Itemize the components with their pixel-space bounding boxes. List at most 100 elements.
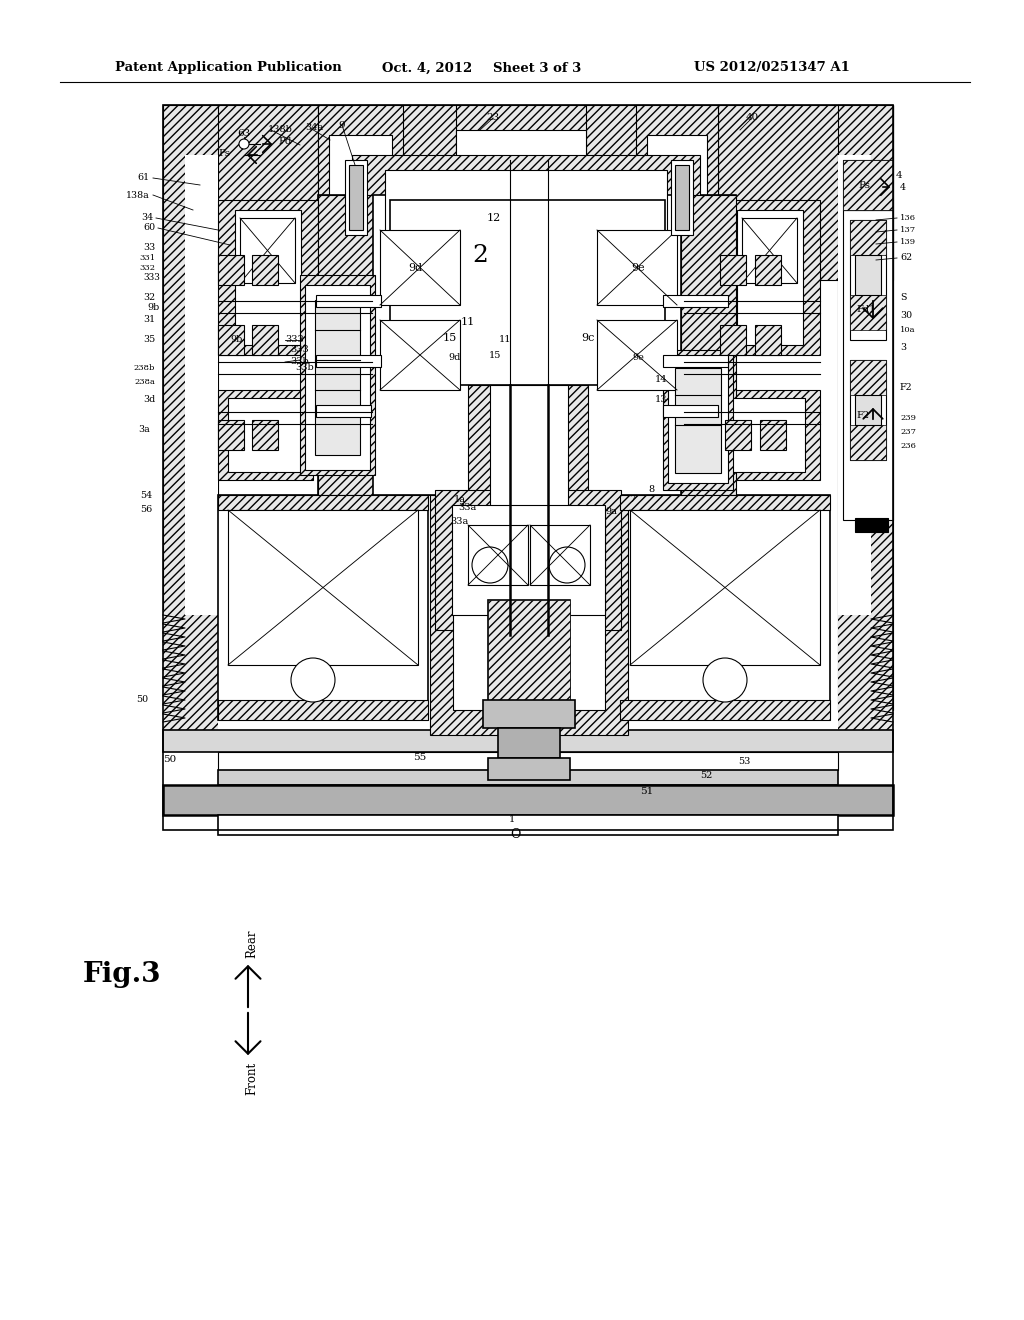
Bar xyxy=(318,195,736,495)
Bar xyxy=(300,275,375,475)
Bar xyxy=(597,319,677,389)
Bar xyxy=(185,154,218,615)
Bar xyxy=(675,368,721,473)
Bar xyxy=(456,129,586,205)
Text: 9d: 9d xyxy=(408,263,422,273)
Bar xyxy=(252,420,278,450)
Text: 3: 3 xyxy=(900,343,906,352)
Circle shape xyxy=(291,657,335,702)
Bar xyxy=(163,610,218,730)
Text: 33: 33 xyxy=(142,243,155,252)
Bar xyxy=(452,506,605,615)
Bar xyxy=(430,495,628,735)
Bar xyxy=(855,517,888,532)
Bar xyxy=(163,106,893,160)
Text: 2: 2 xyxy=(472,243,488,267)
Bar xyxy=(218,389,313,480)
Bar xyxy=(850,360,886,395)
Text: 9e: 9e xyxy=(631,263,645,273)
Bar xyxy=(663,355,728,367)
Bar xyxy=(737,210,803,345)
Bar xyxy=(234,210,301,345)
Bar xyxy=(218,495,428,719)
Text: 236: 236 xyxy=(900,442,915,450)
Text: 9c: 9c xyxy=(582,333,595,343)
Text: 238b: 238b xyxy=(133,364,155,372)
Text: Rear: Rear xyxy=(246,929,258,958)
Text: 3d: 3d xyxy=(142,396,155,404)
Bar xyxy=(218,752,838,770)
Text: 1: 1 xyxy=(509,816,515,825)
Bar xyxy=(850,425,886,459)
Bar xyxy=(838,154,871,615)
Bar xyxy=(843,160,893,210)
Bar xyxy=(838,610,893,730)
Bar xyxy=(163,785,893,814)
Text: 9a: 9a xyxy=(605,507,616,516)
Circle shape xyxy=(703,657,746,702)
Bar xyxy=(630,510,820,665)
Bar xyxy=(725,420,751,450)
Bar xyxy=(498,729,560,758)
Text: 34: 34 xyxy=(141,214,153,223)
Text: 9e: 9e xyxy=(632,354,644,363)
Text: Patent Application Publication: Patent Application Publication xyxy=(115,62,342,74)
Bar xyxy=(855,255,881,294)
Text: 1a: 1a xyxy=(454,495,466,504)
Text: 136: 136 xyxy=(900,214,916,222)
Text: 35: 35 xyxy=(143,335,156,345)
Text: Pd: Pd xyxy=(278,136,292,145)
Bar xyxy=(345,160,367,235)
Text: 33b: 33b xyxy=(290,358,309,367)
Text: 34a: 34a xyxy=(305,124,324,132)
Bar xyxy=(490,385,568,635)
Text: 10a: 10a xyxy=(900,326,915,334)
Circle shape xyxy=(472,546,508,583)
Bar xyxy=(850,220,886,341)
Bar xyxy=(218,700,428,719)
Bar xyxy=(316,405,371,417)
Bar xyxy=(720,325,746,355)
Bar xyxy=(855,395,881,425)
Bar xyxy=(663,350,733,490)
Bar xyxy=(468,525,528,585)
Text: 33a: 33a xyxy=(458,503,476,512)
Text: 23: 23 xyxy=(486,114,500,123)
Bar xyxy=(725,389,820,480)
Text: 33b: 33b xyxy=(295,363,313,372)
Text: Oct. 4, 2012: Oct. 4, 2012 xyxy=(382,62,472,74)
Text: 333: 333 xyxy=(143,273,160,282)
Bar xyxy=(755,255,781,285)
Text: 50: 50 xyxy=(163,755,176,764)
Text: 54: 54 xyxy=(140,491,152,499)
Bar xyxy=(668,358,728,483)
Bar xyxy=(218,255,244,285)
Bar xyxy=(163,106,318,280)
Bar xyxy=(755,325,781,355)
Bar xyxy=(456,106,586,205)
Text: 55: 55 xyxy=(414,754,427,763)
Bar xyxy=(760,420,786,450)
Text: 138b: 138b xyxy=(268,125,293,135)
Circle shape xyxy=(549,546,585,583)
Text: 31: 31 xyxy=(143,315,155,325)
Bar xyxy=(316,294,381,308)
Text: 7: 7 xyxy=(629,495,635,504)
Bar xyxy=(681,195,736,495)
Bar xyxy=(620,495,830,510)
Bar xyxy=(390,201,665,385)
Circle shape xyxy=(239,139,249,149)
Bar xyxy=(620,700,830,719)
Text: 30: 30 xyxy=(900,310,912,319)
Text: 9d: 9d xyxy=(449,354,461,363)
Bar xyxy=(252,255,278,285)
Text: 56: 56 xyxy=(139,506,152,515)
Bar xyxy=(380,230,460,305)
Bar xyxy=(218,814,838,836)
Bar xyxy=(742,218,797,282)
Bar xyxy=(647,135,707,224)
Text: 11: 11 xyxy=(499,335,511,345)
Text: 12: 12 xyxy=(487,213,502,223)
Text: 333: 333 xyxy=(285,335,304,345)
Bar xyxy=(305,285,370,470)
